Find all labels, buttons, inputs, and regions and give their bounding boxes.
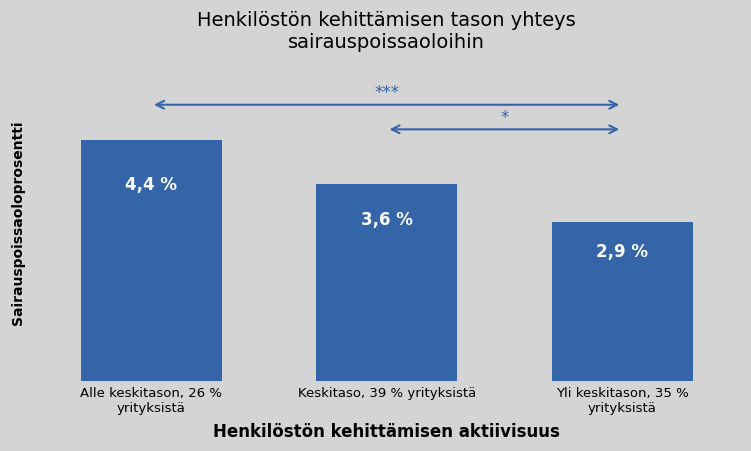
X-axis label: Henkilöstön kehittämisen aktiivisuus: Henkilöstön kehittämisen aktiivisuus (213, 422, 560, 440)
Y-axis label: Sairauspoissaoloprosentti: Sairauspoissaoloprosentti (11, 121, 25, 325)
Text: 2,9 %: 2,9 % (596, 242, 648, 260)
Bar (80, 141, 222, 381)
Text: ***: *** (374, 84, 400, 102)
Bar (316, 184, 457, 381)
Text: *: * (500, 108, 508, 126)
Bar (551, 223, 692, 381)
Title: Henkilöstön kehittämisen tason yhteys
sairauspoissaoloihin: Henkilöstön kehittämisen tason yhteys sa… (198, 11, 576, 52)
Text: 3,6 %: 3,6 % (360, 211, 412, 229)
Text: 4,4 %: 4,4 % (125, 175, 177, 193)
